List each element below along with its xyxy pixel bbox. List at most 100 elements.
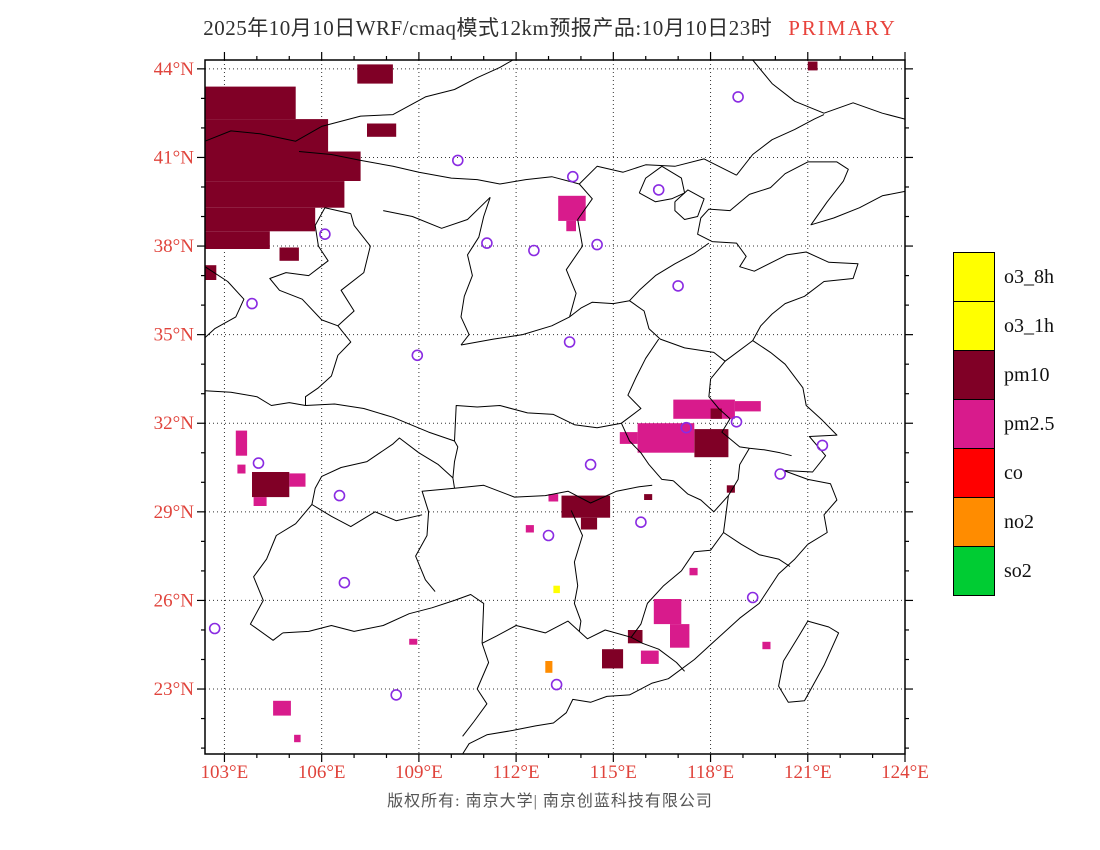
legend-label: pm10 [1004, 363, 1050, 386]
province-boundary [454, 484, 653, 504]
pollution-cell-pm10 [726, 485, 735, 493]
title-text: 2025年10月10日WRF/cmaq模式12km预报产品:10月10日23时 [203, 16, 773, 40]
pollution-cell-pm2.5 [235, 430, 248, 456]
lat-tick-label: 35°N [154, 325, 195, 346]
pollution-cell-pm2.5 [689, 567, 698, 576]
legend-label: no2 [1004, 510, 1034, 533]
pollution-cell-pm2.5 [253, 497, 267, 506]
pollution-cell-pm2.5 [673, 399, 735, 419]
station-marker [319, 228, 331, 240]
pollution-cell-pm10 [205, 151, 361, 181]
lon-tick-label: 115°E [590, 762, 637, 783]
province-boundary [305, 325, 352, 406]
pollution-cell-pm2.5 [294, 734, 301, 743]
lon-tick-label: 118°E [687, 762, 734, 783]
pollution-cell-pm2.5 [637, 423, 695, 453]
pollution-cell-pm10 [205, 86, 296, 120]
province-boundary [321, 437, 454, 479]
province-boundary [269, 207, 371, 327]
pollution-cell-pm10 [205, 181, 345, 208]
legend-label: pm2.5 [1004, 412, 1055, 435]
lon-tick-label: 106°E [298, 762, 346, 783]
pollution-cell-pm10 [367, 123, 397, 137]
station-marker [816, 439, 829, 452]
province-boundary [778, 620, 840, 703]
pollution-cell-pm2.5 [273, 700, 291, 716]
station-marker [252, 457, 265, 469]
station-marker [774, 468, 787, 480]
province-boundary [708, 360, 792, 457]
province-boundary [311, 504, 423, 528]
province-boundary [638, 165, 686, 203]
lat-tick-label: 26°N [154, 590, 195, 611]
station-marker [411, 349, 424, 362]
station-marker [528, 244, 540, 257]
pollution-cell-pm10 [602, 649, 624, 669]
province-boundary [454, 405, 622, 442]
province-boundary [481, 620, 685, 672]
pollution-cell-pm2.5 [525, 525, 534, 533]
station-marker [680, 421, 693, 434]
province-boundary [460, 300, 630, 346]
legend-label: o3_1h [1004, 314, 1054, 337]
station-marker [591, 238, 603, 251]
province-boundary [298, 151, 737, 185]
primary-badge: PRIMARY [788, 16, 897, 40]
province-boundary [752, 59, 906, 120]
pollution-cell-o3_1h [553, 585, 560, 594]
province-boundary [570, 510, 583, 632]
lat-tick-label: 38°N [154, 236, 195, 257]
province-boundary [565, 183, 593, 318]
so2-swatch [953, 546, 995, 596]
province-boundary [736, 114, 825, 176]
province-boundary [672, 480, 729, 513]
pollution-cell-pm10 [561, 495, 611, 518]
pollution-cell-pm2.5 [237, 464, 246, 474]
province-boundary [621, 338, 660, 424]
legend-label: co [1004, 461, 1023, 484]
legend-item-so2: so2 [953, 546, 1055, 596]
o3_1h-swatch [953, 301, 995, 351]
pollution-cell-pm2.5 [289, 473, 306, 487]
map-frame [204, 59, 906, 755]
province-boundary [305, 403, 459, 489]
province-boundary [723, 532, 791, 567]
pollution-cell-pm2.5 [558, 195, 586, 221]
lon-tick-label: 109°E [395, 762, 443, 783]
legend-item-pm10: pm10 [953, 350, 1055, 400]
legend-item-co: co [953, 448, 1055, 498]
pollution-cell-pm2.5 [762, 641, 771, 650]
pm2.5-swatch [953, 399, 995, 449]
province-boundary [383, 196, 491, 229]
lon-tick-label: 112°E [493, 762, 540, 783]
pollutant-legend: o3_8h o3_1h pm10 pm2.5 co no2 so2 [953, 252, 1055, 596]
province-boundary [620, 422, 674, 482]
province-boundary [674, 189, 705, 220]
o3_8h-swatch [953, 252, 995, 302]
station-marker [542, 529, 555, 542]
pollution-cell-pm10 [627, 630, 643, 644]
station-marker [584, 458, 597, 471]
pollution-cell-pm10 [580, 517, 598, 530]
pm10-swatch [953, 350, 995, 400]
lat-tick-label: 23°N [154, 679, 195, 700]
no2-swatch [953, 497, 995, 547]
lat-tick-label: 29°N [154, 502, 195, 523]
legend-item-no2: no2 [953, 497, 1055, 547]
legend-item-o3_8h: o3_8h [953, 252, 1055, 302]
lon-tick-label: 121°E [784, 762, 832, 783]
pollution-cell-pm10 [644, 494, 653, 500]
station-marker [333, 489, 346, 502]
province-boundary [629, 300, 753, 362]
pollution-cell-pm10 [807, 61, 818, 71]
legend-item-o3_1h: o3_1h [953, 301, 1055, 351]
station-marker [746, 591, 759, 604]
station-marker [208, 622, 221, 635]
station-marker [338, 576, 351, 589]
province-boundary [630, 532, 724, 638]
lat-tick-label: 44°N [154, 59, 195, 80]
station-marker [672, 280, 684, 292]
station-marker [481, 237, 493, 249]
pollution-cell-pm2.5 [409, 638, 418, 645]
